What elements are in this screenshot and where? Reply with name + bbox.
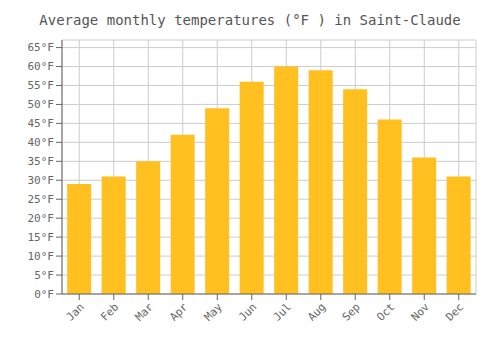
html-text:Average monthly temperatures (: Average monthly temperatures (°F ) in Sa… <box>39 12 461 28</box>
svg-text:Jan: Jan <box>64 300 87 323</box>
svg-text:50°F: 50°F <box>28 98 55 111</box>
svg-text:45°F: 45°F <box>28 117 55 130</box>
svg-text:0°F: 0°F <box>34 288 54 301</box>
svg-text:May: May <box>202 300 226 324</box>
svg-text:Jul: Jul <box>271 300 294 323</box>
svg-text:60°F: 60°F <box>28 60 55 73</box>
svg-text:Apr: Apr <box>167 300 191 324</box>
svg-text:20°F: 20°F <box>28 212 55 225</box>
svg-text:5°F: 5°F <box>34 269 54 282</box>
svg-text:40°F: 40°F <box>28 136 55 149</box>
svg-text:Mar: Mar <box>133 300 157 324</box>
svg-text:Aug: Aug <box>305 300 328 323</box>
svg-text:Oct: Oct <box>374 300 397 323</box>
svg-text:55°F: 55°F <box>28 79 55 92</box>
svg-text:15°F: 15°F <box>28 231 55 244</box>
svg-text:Nov: Nov <box>409 300 433 324</box>
svg-text:Dec: Dec <box>443 300 466 323</box>
svg-text:65°F: 65°F <box>28 41 55 54</box>
svg-text:30°F: 30°F <box>28 174 55 187</box>
svg-text:Jun: Jun <box>236 300 259 323</box>
svg-text:Feb: Feb <box>98 300 121 323</box>
svg-text:25°F: 25°F <box>28 193 55 206</box>
svg-text:Sep: Sep <box>340 300 363 323</box>
svg-text:35°F: 35°F <box>28 155 55 168</box>
svg-text:10°F: 10°F <box>28 250 55 263</box>
